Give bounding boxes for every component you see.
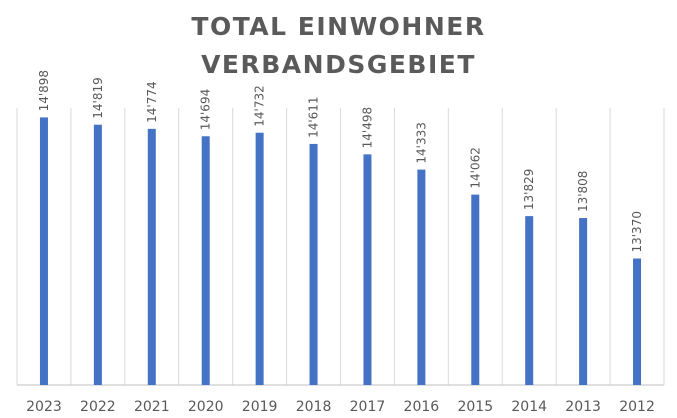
x-tick-label-2021: 2021 (134, 399, 170, 415)
data-label-2020: 14'694 (199, 89, 213, 130)
bar-2014 (525, 216, 534, 385)
bar-2022 (93, 124, 102, 385)
x-tick-label-2012: 2012 (619, 399, 655, 415)
x-tick-label-2017: 2017 (350, 399, 386, 415)
bar-2016 (417, 169, 426, 385)
bar-2012 (633, 258, 642, 385)
data-label-2013: 13'808 (576, 171, 590, 212)
data-label-2012: 13'370 (630, 211, 644, 252)
data-label-2022: 14'819 (91, 77, 105, 118)
chart-title-line-1: TOTAL EINWOHNER (191, 12, 486, 41)
x-tick-label-2022: 2022 (80, 399, 116, 415)
bar-2018 (309, 143, 318, 385)
data-label-2021: 14'774 (145, 81, 159, 122)
bar-2013 (579, 218, 588, 385)
data-label-2018: 14'611 (307, 96, 321, 137)
data-label-2016: 14'333 (414, 122, 428, 163)
x-tick-label-2020: 2020 (188, 399, 224, 415)
x-tick-label-2016: 2016 (404, 399, 440, 415)
x-tick-label-2018: 2018 (296, 399, 332, 415)
data-label-2019: 14'732 (253, 85, 267, 126)
x-tick-label-2015: 2015 (457, 399, 493, 415)
data-label-2015: 14'062 (468, 147, 482, 188)
x-tick-label-2014: 2014 (511, 399, 547, 415)
bar-2017 (363, 154, 372, 385)
chart-title-line-2: VERBANDSGEBIET (201, 50, 476, 79)
bar-2015 (471, 194, 480, 385)
x-tick-label-2023: 2023 (26, 399, 62, 415)
bar-2023 (39, 117, 48, 385)
bar-2020 (201, 136, 210, 385)
data-label-2017: 14'498 (360, 107, 374, 148)
data-label-2023: 14'898 (37, 70, 51, 111)
x-tick-label-2019: 2019 (242, 399, 278, 415)
bar-2021 (147, 128, 156, 385)
x-tick-label-2013: 2013 (565, 399, 601, 415)
bar-2019 (255, 132, 264, 385)
data-label-2014: 13'829 (522, 169, 536, 210)
